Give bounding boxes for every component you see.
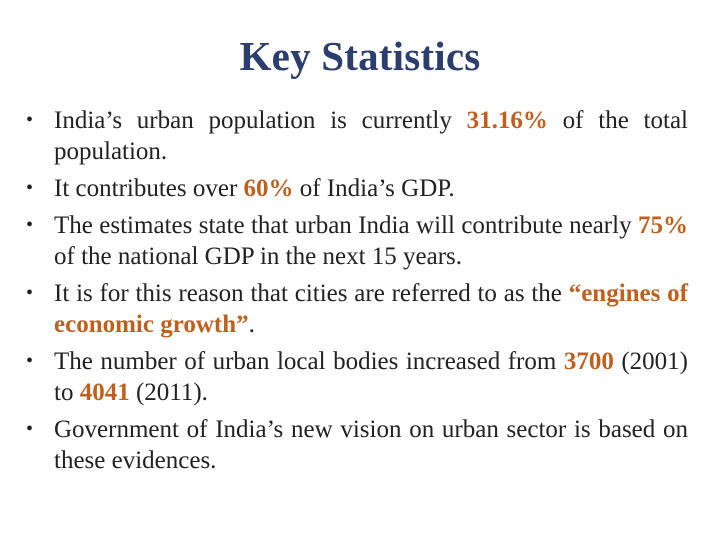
bullet-text: The number of urban local bodies increas… — [54, 348, 688, 406]
bullet-icon: • — [26, 350, 34, 372]
bullet-item: • It contributes over 60% of India’s GDP… — [24, 173, 688, 204]
bullet-icon: • — [26, 418, 34, 440]
bullet-item: • It is for this reason that cities are … — [24, 278, 688, 340]
bullet-text: It is for this reason that cities are re… — [54, 280, 688, 338]
slide-title: Key Statistics — [239, 33, 481, 79]
bullet-text: The estimates state that urban India wil… — [54, 212, 688, 270]
highlight-value: 75% — [638, 212, 688, 239]
bullet-icon: • — [26, 177, 34, 199]
bullet-text: India’s urban population is currently 31… — [54, 107, 688, 165]
bullet-item: • The number of urban local bodies incre… — [24, 346, 688, 408]
highlight-value: 3700 — [563, 348, 614, 375]
bullet-icon: • — [26, 214, 34, 236]
highlight-value: 31.16% — [466, 107, 548, 134]
bullet-icon: • — [26, 282, 34, 304]
highlight-value: 60% — [243, 175, 294, 202]
highlight-value: 4041 — [79, 379, 130, 406]
bullet-text: Government of India’s new vision on urba… — [54, 416, 688, 474]
bullet-list: • India’s urban population is currently … — [24, 105, 688, 482]
bullet-icon: • — [26, 109, 34, 131]
bullet-item: • The estimates state that urban India w… — [24, 210, 688, 272]
highlight-phrase: “engines of economic growth” — [54, 280, 688, 338]
bullet-item: • Government of India’s new vision on ur… — [24, 414, 688, 476]
bullet-text: It contributes over 60% of India’s GDP. — [54, 175, 455, 202]
bullet-item: • India’s urban population is currently … — [24, 105, 688, 167]
